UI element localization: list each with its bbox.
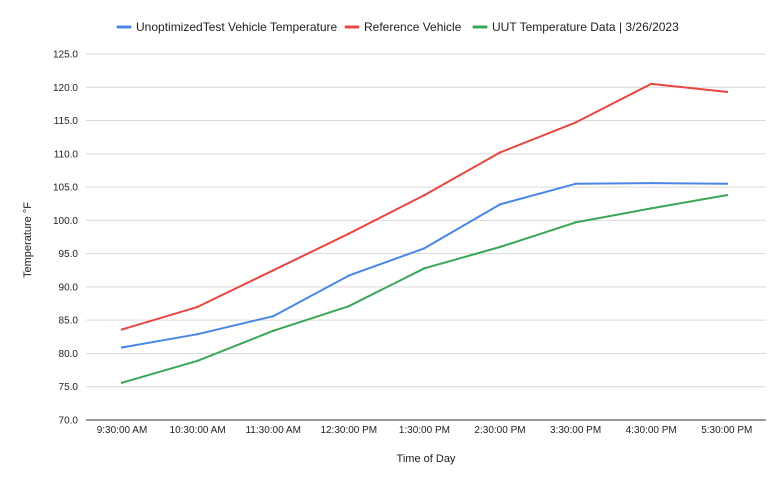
data-point xyxy=(347,305,350,308)
y-tick-label: 70.0 xyxy=(59,416,79,427)
data-point xyxy=(498,245,502,249)
data-point xyxy=(272,314,275,318)
data-point xyxy=(120,328,124,331)
data-point xyxy=(650,207,653,210)
data-point xyxy=(347,232,350,235)
series-line-unoptimizedtest-vehicle-temperature xyxy=(121,182,728,349)
y-tick-label: 95.0 xyxy=(59,249,79,260)
legend-label: Reference Vehicle xyxy=(364,20,462,34)
x-tick-label: 9:30:00 AM xyxy=(97,425,148,436)
y-tick-label: 100.0 xyxy=(53,216,78,227)
y-tick-label: 115.0 xyxy=(54,116,79,127)
data-point xyxy=(498,203,502,206)
y-axis-ticks: 70.0 75.0 80.0 85.0 90.0 95.0 100.0 105.0 110.0 1… xyxy=(53,50,78,427)
data-point xyxy=(347,274,350,277)
data-point xyxy=(650,181,653,185)
x-tick-label: 4:30:00 PM xyxy=(626,425,677,436)
data-point xyxy=(725,193,728,197)
data-point xyxy=(120,381,124,384)
data-point xyxy=(196,359,199,362)
y-tick-label: 85.0 xyxy=(59,316,79,327)
y-tick-label: 75.0 xyxy=(59,382,79,393)
data-point xyxy=(650,82,653,86)
x-tick-label: 3:30:00 PM xyxy=(550,425,601,436)
x-tick-label: 11:30:00 AM xyxy=(245,425,300,436)
legend-label: UUT Temperature Data | 3/26/2023 xyxy=(492,20,679,34)
x-tick-label: 10:30:00 AM xyxy=(170,425,226,436)
data-point xyxy=(498,151,502,154)
legend: UnoptimizedTest Vehicle Temperature Refer… xyxy=(116,20,679,34)
series-lines xyxy=(120,82,728,384)
x-tick-label: 5:30:00 PM xyxy=(701,425,752,436)
data-point xyxy=(196,332,199,336)
data-point xyxy=(423,247,426,250)
data-point xyxy=(725,182,728,185)
gridlines xyxy=(86,53,766,421)
x-axis-ticks: 9:30:00 AM 10:30:00 AM 11:30:00 AM 12:30:00… xyxy=(97,425,753,436)
y-tick-label: 105.0 xyxy=(53,183,78,194)
y-tick-label: 90.0 xyxy=(59,282,79,293)
data-point xyxy=(272,329,275,333)
legend-label: UnoptimizedTest Vehicle Temperature xyxy=(136,20,338,34)
data-point xyxy=(725,90,728,94)
data-point xyxy=(196,305,199,309)
data-point xyxy=(423,267,426,270)
y-tick-label: 80.0 xyxy=(59,349,79,360)
data-point xyxy=(120,346,124,349)
x-tick-label: 1:30:00 PM xyxy=(399,425,450,436)
x-tick-label: 2:30:00 PM xyxy=(474,425,525,436)
data-point xyxy=(574,121,577,124)
y-tick-label: 110.0 xyxy=(54,149,79,160)
data-point xyxy=(574,221,577,224)
x-tick-label: 12:30:00 PM xyxy=(320,425,377,436)
y-tick-label: 120.0 xyxy=(53,83,78,94)
data-point xyxy=(272,269,275,272)
x-axis-title: Time of Day xyxy=(397,453,456,465)
y-tick-label: 125.0 xyxy=(53,50,78,61)
y-axis-title: Temperature °F xyxy=(22,202,34,278)
data-point xyxy=(574,182,577,185)
series-line-uut-temperature-data-3-26-2023 xyxy=(121,194,728,384)
data-point xyxy=(423,193,426,197)
